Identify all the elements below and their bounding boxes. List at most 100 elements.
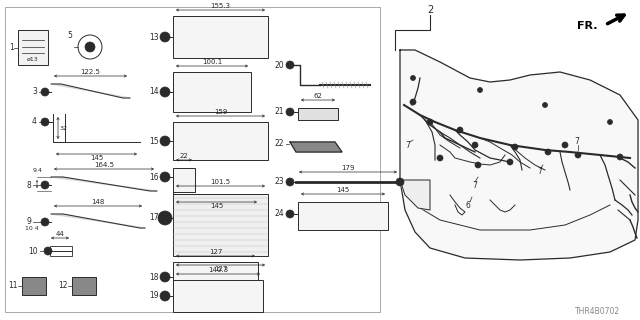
Circle shape xyxy=(160,32,170,42)
Text: 21: 21 xyxy=(275,108,284,116)
Text: 10 4: 10 4 xyxy=(25,227,39,231)
Text: 24: 24 xyxy=(275,210,284,219)
Text: 122.5: 122.5 xyxy=(81,69,100,75)
Text: 148: 148 xyxy=(92,199,105,205)
Text: 179: 179 xyxy=(341,165,355,171)
Text: 11: 11 xyxy=(8,282,18,291)
Text: 62: 62 xyxy=(314,93,323,99)
Bar xyxy=(173,16,268,58)
Circle shape xyxy=(545,149,551,155)
Text: 159: 159 xyxy=(214,109,227,115)
Circle shape xyxy=(160,172,170,182)
Bar xyxy=(173,280,263,312)
Bar xyxy=(22,277,46,295)
Text: 101.5: 101.5 xyxy=(211,179,230,185)
Circle shape xyxy=(286,61,294,69)
Text: 32: 32 xyxy=(60,125,68,131)
Polygon shape xyxy=(51,177,157,191)
Circle shape xyxy=(41,181,49,189)
Bar xyxy=(18,30,48,65)
Text: 145: 145 xyxy=(90,155,103,161)
Circle shape xyxy=(286,178,294,186)
Text: 164.5: 164.5 xyxy=(94,162,114,168)
Polygon shape xyxy=(400,180,430,210)
Circle shape xyxy=(160,136,170,146)
Bar xyxy=(173,122,268,160)
Text: 7: 7 xyxy=(406,140,410,149)
Circle shape xyxy=(41,218,49,226)
Text: 1: 1 xyxy=(9,44,14,52)
Text: 2: 2 xyxy=(427,5,433,15)
Text: 17: 17 xyxy=(149,213,159,222)
Circle shape xyxy=(44,247,52,255)
Text: 100.1: 100.1 xyxy=(202,59,222,65)
Text: 145: 145 xyxy=(210,203,223,209)
Polygon shape xyxy=(51,214,145,228)
Bar xyxy=(298,202,388,230)
Circle shape xyxy=(286,210,294,218)
Text: 13: 13 xyxy=(149,33,159,42)
Text: 4: 4 xyxy=(32,117,37,126)
Text: ø13: ø13 xyxy=(27,57,39,61)
Text: THR4B0702: THR4B0702 xyxy=(575,308,621,316)
Text: 9: 9 xyxy=(26,218,31,227)
Bar xyxy=(5,7,380,312)
Circle shape xyxy=(607,119,612,124)
Text: 19: 19 xyxy=(149,292,159,300)
Circle shape xyxy=(410,99,416,105)
Circle shape xyxy=(477,87,483,92)
Text: 16: 16 xyxy=(149,172,159,181)
Circle shape xyxy=(410,76,415,81)
Text: 18: 18 xyxy=(150,273,159,282)
Text: 12: 12 xyxy=(58,282,68,291)
Text: FR.: FR. xyxy=(577,21,598,31)
Text: 7: 7 xyxy=(575,138,579,147)
Text: 127: 127 xyxy=(209,249,222,255)
Circle shape xyxy=(160,291,170,301)
Text: 15: 15 xyxy=(149,137,159,146)
Circle shape xyxy=(160,87,170,97)
Bar xyxy=(173,194,268,256)
Text: 22: 22 xyxy=(275,140,284,148)
Text: 7: 7 xyxy=(538,167,543,177)
Circle shape xyxy=(41,118,49,126)
Text: 23: 23 xyxy=(275,178,284,187)
Text: 5: 5 xyxy=(67,30,72,39)
Polygon shape xyxy=(51,84,130,98)
Circle shape xyxy=(427,119,433,125)
Text: 8: 8 xyxy=(26,180,31,189)
Text: 22: 22 xyxy=(180,153,188,159)
Circle shape xyxy=(562,142,568,148)
Text: 155.3: 155.3 xyxy=(211,3,230,9)
Circle shape xyxy=(158,211,172,225)
Circle shape xyxy=(160,272,170,282)
Circle shape xyxy=(507,159,513,165)
Bar xyxy=(173,72,251,112)
Text: 9.4: 9.4 xyxy=(33,169,43,173)
Circle shape xyxy=(475,162,481,168)
Bar xyxy=(173,168,195,192)
Circle shape xyxy=(617,154,623,160)
Bar xyxy=(72,277,96,295)
Circle shape xyxy=(512,144,518,150)
Bar xyxy=(173,262,258,292)
Text: 20: 20 xyxy=(275,60,284,69)
Text: 127: 127 xyxy=(214,266,227,272)
Circle shape xyxy=(286,108,294,116)
Text: 44: 44 xyxy=(56,231,65,237)
Polygon shape xyxy=(400,50,638,260)
Circle shape xyxy=(472,142,478,148)
Text: 3: 3 xyxy=(32,87,37,97)
Bar xyxy=(5,7,380,312)
Text: 140.3: 140.3 xyxy=(208,267,228,273)
Circle shape xyxy=(396,178,404,186)
Circle shape xyxy=(543,102,547,108)
Circle shape xyxy=(437,155,443,161)
Text: 14: 14 xyxy=(149,87,159,97)
Bar xyxy=(50,246,72,256)
Circle shape xyxy=(457,127,463,133)
Circle shape xyxy=(575,152,581,158)
Bar xyxy=(298,108,338,120)
Text: 145: 145 xyxy=(337,187,349,193)
Text: 6: 6 xyxy=(465,201,470,210)
